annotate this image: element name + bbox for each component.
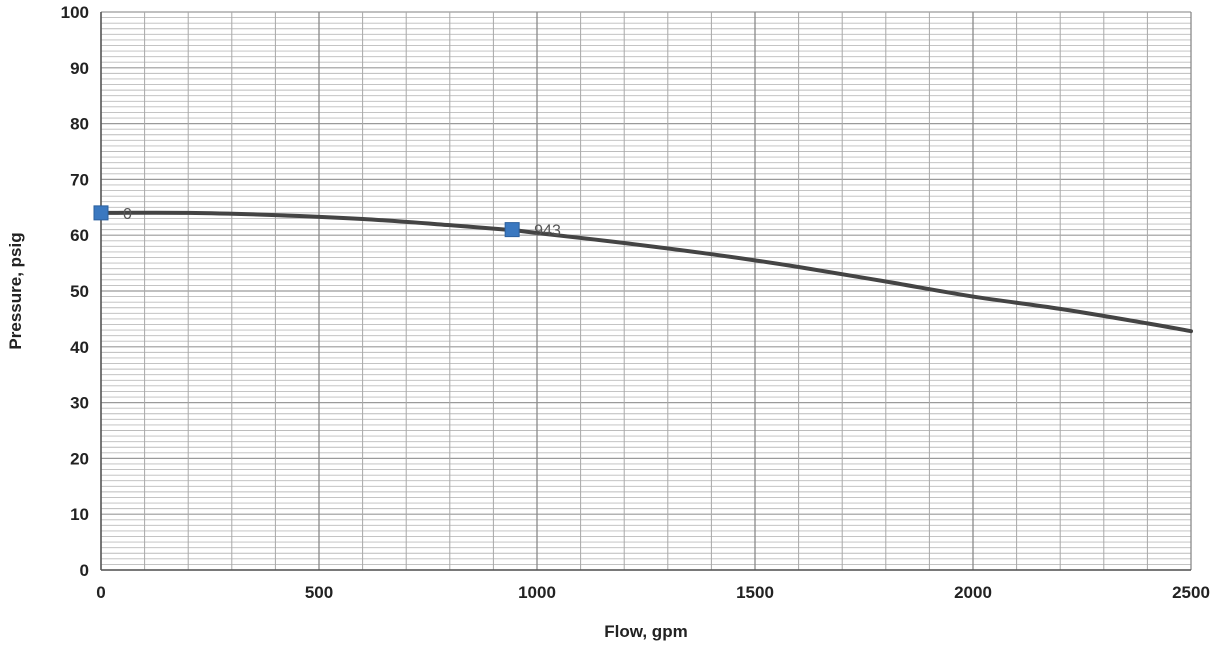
x-tick-label: 1000 [518,583,556,602]
y-tick-label: 40 [70,338,89,357]
y-tick-label: 50 [70,282,89,301]
y-axis-label: Pressure, psig [6,232,25,349]
x-tick-label: 1500 [736,583,774,602]
series-layer: 0 943 [93,205,1193,334]
series-line [99,210,1193,334]
y-tick-label: 90 [70,59,89,78]
y-tick-label: 30 [70,394,89,413]
y-tick-label: 10 [70,505,89,524]
y-tick-label: 70 [70,170,89,189]
x-tick-label: 2500 [1172,583,1210,602]
y-tick-label: 20 [70,449,89,468]
y-tick-label: 80 [70,115,89,134]
x-axis-label: Flow, gpm [604,622,687,641]
data-point-label: 0 [123,206,132,223]
y-tick-label: 100 [61,3,89,22]
axes [100,12,1191,571]
x-tick-label: 2000 [954,583,992,602]
data-point-label: 943 [534,223,561,240]
x-tick-label: 500 [305,583,333,602]
data-point-marker [504,222,520,238]
x-tick-label: 0 [96,583,105,602]
grid [100,11,1192,571]
y-tick-label: 0 [80,561,89,580]
y-tick-label: 60 [70,226,89,245]
data-point-marker [93,205,109,221]
